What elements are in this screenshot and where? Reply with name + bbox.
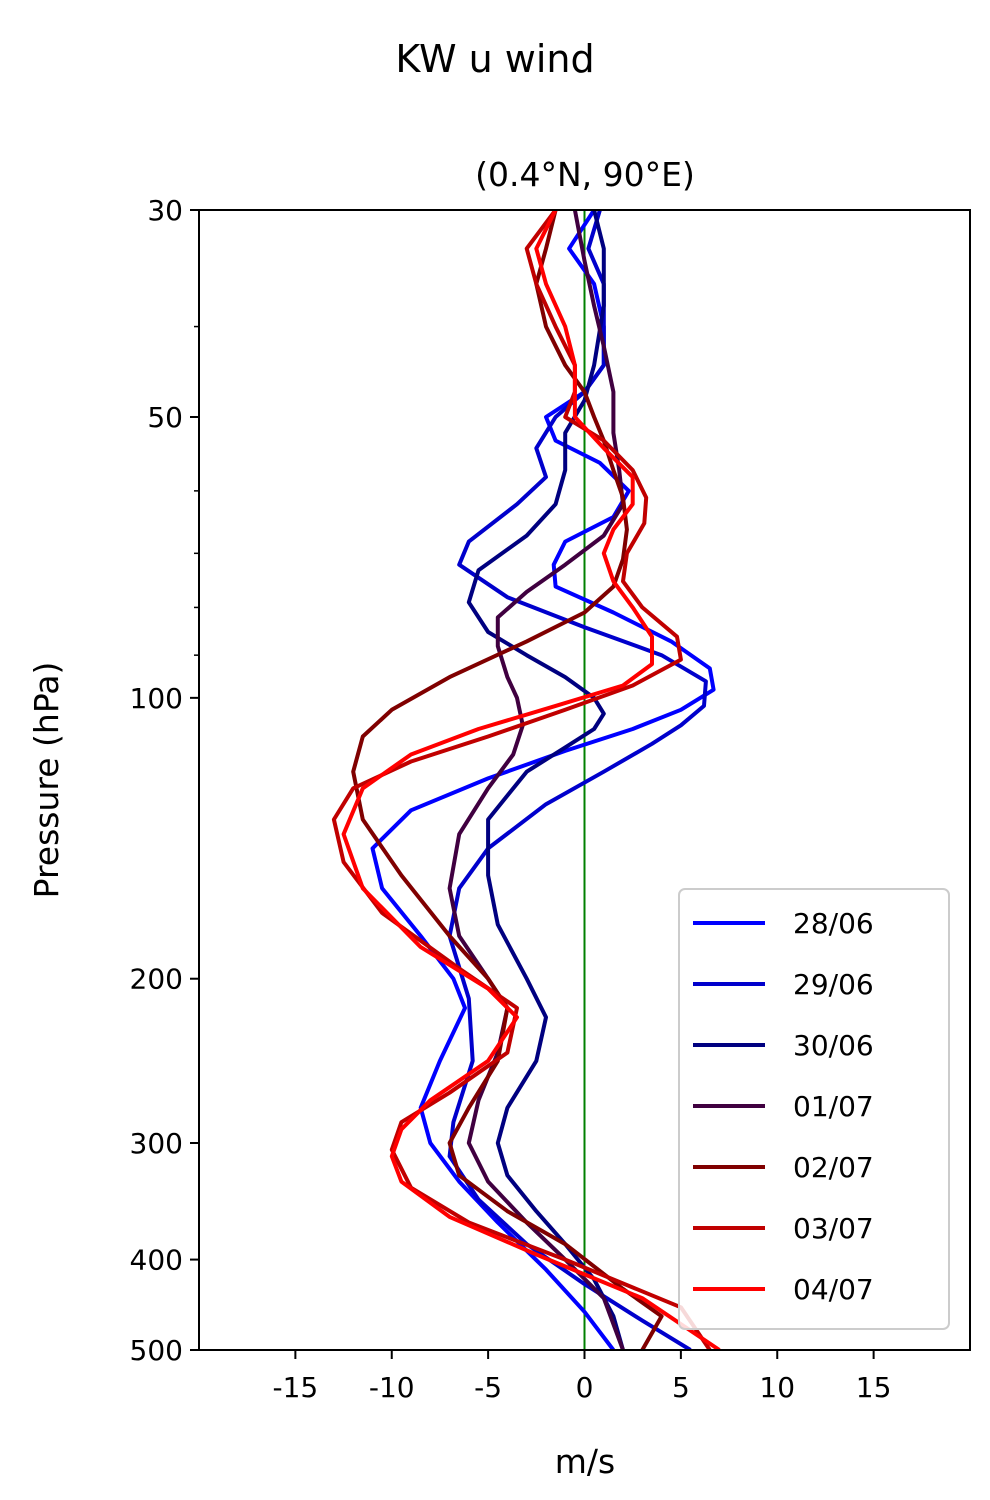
y-tick-label: 100 xyxy=(130,682,183,715)
series-line-3 xyxy=(447,210,625,1350)
series-line-0 xyxy=(370,210,716,1350)
legend-label-3: 01/07 xyxy=(793,1090,874,1123)
series-line-5 xyxy=(331,210,712,1350)
x-tick-label: -5 xyxy=(474,1371,502,1404)
x-tick-label: -15 xyxy=(273,1371,319,1404)
chart-title: KW u wind xyxy=(395,37,594,81)
x-tick-label: 10 xyxy=(759,1371,795,1404)
legend-label-4: 02/07 xyxy=(793,1151,874,1184)
x-tick-label: 15 xyxy=(856,1371,892,1404)
y-tick-label: 500 xyxy=(130,1334,183,1367)
series-line-4 xyxy=(351,210,664,1350)
series-line-6 xyxy=(341,210,721,1350)
chart-subtitle: (0.4°N, 90°E) xyxy=(475,155,695,194)
y-tick-label: 400 xyxy=(130,1244,183,1277)
legend-label-1: 29/06 xyxy=(793,968,874,1001)
legend-label-2: 30/06 xyxy=(793,1029,874,1062)
y-tick-label: 30 xyxy=(147,194,183,227)
legend-label-0: 28/06 xyxy=(793,907,874,940)
x-tick-label: -10 xyxy=(369,1371,415,1404)
y-tick-label: 50 xyxy=(147,401,183,434)
legend-label-5: 03/07 xyxy=(793,1212,874,1245)
series-line-2 xyxy=(466,210,625,1350)
legend-box xyxy=(678,888,950,1330)
legend-label-6: 04/07 xyxy=(793,1273,874,1306)
x-tick-label: 5 xyxy=(672,1371,690,1404)
x-tick-label: 0 xyxy=(576,1371,594,1404)
x-axis-label: m/s xyxy=(555,1442,615,1481)
y-tick-label: 200 xyxy=(130,963,183,996)
y-tick-label: 300 xyxy=(130,1127,183,1160)
y-axis-label: Pressure (hPa) xyxy=(27,662,66,899)
